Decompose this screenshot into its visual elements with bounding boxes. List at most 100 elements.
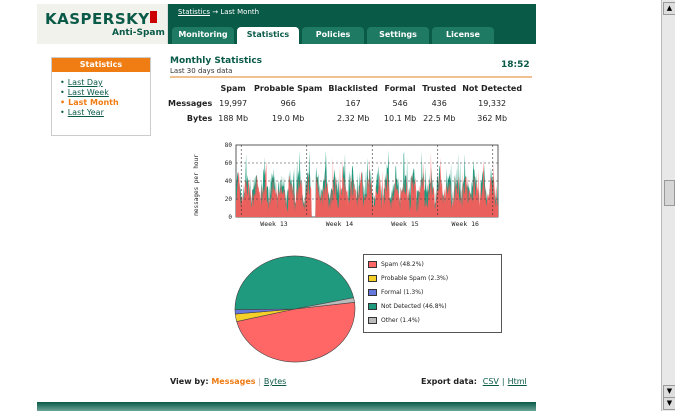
legend-item: Not Detected (46.8%) bbox=[368, 303, 447, 310]
y-tick-label: 40 bbox=[225, 178, 233, 185]
view-separator: | bbox=[258, 377, 262, 386]
table-cell: 362 Mb bbox=[477, 114, 508, 123]
logo-box: KASPERSKY Anti-Spam bbox=[37, 4, 168, 44]
pie-legend: Spam (48.2%) Probable Spam (2.3%) Formal… bbox=[363, 254, 502, 333]
bullet-icon: • bbox=[60, 78, 65, 87]
bullet-icon: • bbox=[60, 88, 65, 97]
pie-chart bbox=[234, 255, 356, 363]
table-cell: 167 bbox=[345, 99, 361, 108]
legend-swatch bbox=[368, 289, 377, 296]
pie-slice bbox=[236, 302, 356, 363]
breadcrumb-current: Last Month bbox=[220, 8, 260, 16]
column-header: Probable Spam bbox=[254, 84, 323, 93]
sidebar-item-label: Last Year bbox=[67, 108, 104, 117]
y-axis-label: messages per hour bbox=[193, 154, 200, 216]
page-title: Monthly Statistics bbox=[170, 56, 263, 66]
table-cell: 436 bbox=[431, 99, 447, 108]
title-divider bbox=[170, 76, 532, 78]
table-cell: 188 Mb bbox=[218, 114, 249, 123]
legend-swatch bbox=[368, 261, 377, 268]
x-tick-label: Week 13 bbox=[260, 220, 287, 228]
scroll-up-icon[interactable]: ▲ bbox=[663, 2, 675, 15]
table-cell: 19.0 Mb bbox=[272, 114, 305, 123]
scroll-down-icon[interactable]: ▼ bbox=[663, 397, 675, 410]
page-subtitle: Last 30 days data bbox=[170, 67, 233, 75]
view-by: View by: Messages | Bytes bbox=[170, 377, 286, 386]
bullet-icon: • bbox=[60, 108, 65, 117]
legend-item: Formal (1.3%) bbox=[368, 289, 423, 296]
x-tick-label: Week 15 bbox=[391, 220, 418, 228]
legend-label: Probable Spam (2.3%) bbox=[381, 275, 449, 282]
tab-monitoring[interactable]: Monitoring bbox=[172, 27, 234, 44]
legend-label: Spam (48.2%) bbox=[381, 261, 424, 268]
breadcrumb-separator: → bbox=[210, 8, 221, 16]
column-header: Not Detected bbox=[462, 84, 523, 93]
x-tick-label: Week 16 bbox=[452, 220, 479, 228]
view-bytes-link[interactable]: Bytes bbox=[263, 377, 287, 386]
tab-settings[interactable]: Settings bbox=[367, 27, 429, 44]
sidebar-item-last-year[interactable]: • Last Year bbox=[60, 108, 150, 118]
view-messages-selected: Messages bbox=[211, 377, 256, 386]
table-cell: 10.1 Mb bbox=[383, 114, 417, 123]
legend-swatch bbox=[368, 275, 377, 282]
tab-license[interactable]: License bbox=[432, 27, 494, 44]
view-by-label: View by: bbox=[170, 377, 209, 386]
export-separator: | bbox=[501, 377, 505, 386]
sidebar-item-last-week[interactable]: • Last Week bbox=[60, 88, 150, 98]
column-header: Spam bbox=[220, 84, 246, 93]
table-cell: 546 bbox=[392, 99, 408, 108]
column-header: Trusted bbox=[422, 84, 457, 93]
y-tick-label: 0 bbox=[228, 214, 232, 221]
traffic-chart: 0 20 40 60 80 Week 13 Week 14 Week 15 Week 16 me… bbox=[193, 142, 499, 228]
legend-item: Probable Spam (2.3%) bbox=[368, 275, 448, 282]
sidebar-item-last-month[interactable]: • Last Month bbox=[60, 98, 150, 108]
breadcrumb-link[interactable]: Statistics bbox=[178, 8, 210, 16]
table-row: Messages 19,997 966 167 546 436 19,332 bbox=[165, 96, 525, 111]
export-csv-link[interactable]: CSV bbox=[482, 377, 499, 386]
sidebar-list: • Last Day • Last Week • Last Month • Last Y… bbox=[52, 72, 150, 118]
breadcrumb: Statistics → Last Month bbox=[178, 8, 259, 16]
pie-slice bbox=[294, 297, 355, 310]
tab-statistics[interactable]: Statistics bbox=[237, 27, 299, 44]
sidebar-item-last-day[interactable]: • Last Day bbox=[60, 78, 150, 88]
sidebar-title: Statistics bbox=[52, 58, 150, 72]
sidebar: Statistics • Last Day • Last Week • Last Mo… bbox=[51, 57, 151, 136]
clock: 18:52 bbox=[501, 60, 530, 70]
table-cell: 966 bbox=[280, 99, 296, 108]
row-label: Bytes bbox=[186, 114, 213, 123]
lab-logo-mark bbox=[150, 11, 157, 23]
column-header: Blacklisted bbox=[328, 84, 378, 93]
scroll-thumb[interactable] bbox=[664, 180, 675, 206]
legend-label: Other (1.4%) bbox=[381, 317, 420, 324]
export-label: Export data: bbox=[421, 377, 477, 386]
vertical-scrollbar[interactable]: ▲ ▼ ▼ bbox=[661, 0, 675, 411]
legend-swatch bbox=[368, 317, 377, 324]
legend-item: Other (1.4%) bbox=[368, 317, 420, 324]
legend-item: Spam (48.2%) bbox=[368, 261, 424, 268]
kaspersky-logo: KASPERSKY bbox=[45, 10, 150, 28]
column-header: Formal bbox=[384, 84, 416, 93]
chart-plot-area: 0 20 40 60 80 Week 13 Week 14 Week 15 Week 16 bbox=[225, 142, 499, 228]
legend-label: Formal (1.3%) bbox=[381, 289, 424, 296]
x-tick-label: Week 14 bbox=[326, 220, 353, 228]
footer-bar bbox=[37, 402, 536, 411]
sidebar-item-label: Last Day bbox=[67, 78, 103, 87]
tab-bar: Monitoring Statistics Policies Settings … bbox=[168, 24, 536, 44]
series-spam-area bbox=[236, 152, 498, 217]
export-html-link[interactable]: Html bbox=[507, 377, 527, 386]
sidebar-item-label: Last Week bbox=[67, 88, 109, 97]
tab-policies[interactable]: Policies bbox=[302, 27, 364, 44]
table-corner bbox=[165, 81, 215, 96]
export-data: Export data: CSV | Html bbox=[421, 377, 530, 386]
table-cell: 19,332 bbox=[478, 99, 507, 108]
legend-swatch bbox=[368, 303, 377, 310]
table-row: Bytes 188 Mb 19.0 Mb 2.32 Mb 10.1 Mb 22.… bbox=[165, 111, 525, 126]
sidebar-item-label: Last Month bbox=[68, 98, 119, 107]
app-frame: KASPERSKY Anti-Spam Statistics → Last Mo… bbox=[37, 4, 536, 411]
header: KASPERSKY Anti-Spam Statistics → Last Mo… bbox=[37, 4, 536, 44]
y-tick-label: 60 bbox=[225, 160, 233, 167]
table-cell: 22.5 Mb bbox=[423, 114, 456, 123]
top-bar: Statistics → Last Month bbox=[168, 4, 536, 24]
row-label: Messages bbox=[168, 99, 213, 108]
y-tick-label: 80 bbox=[225, 142, 233, 149]
